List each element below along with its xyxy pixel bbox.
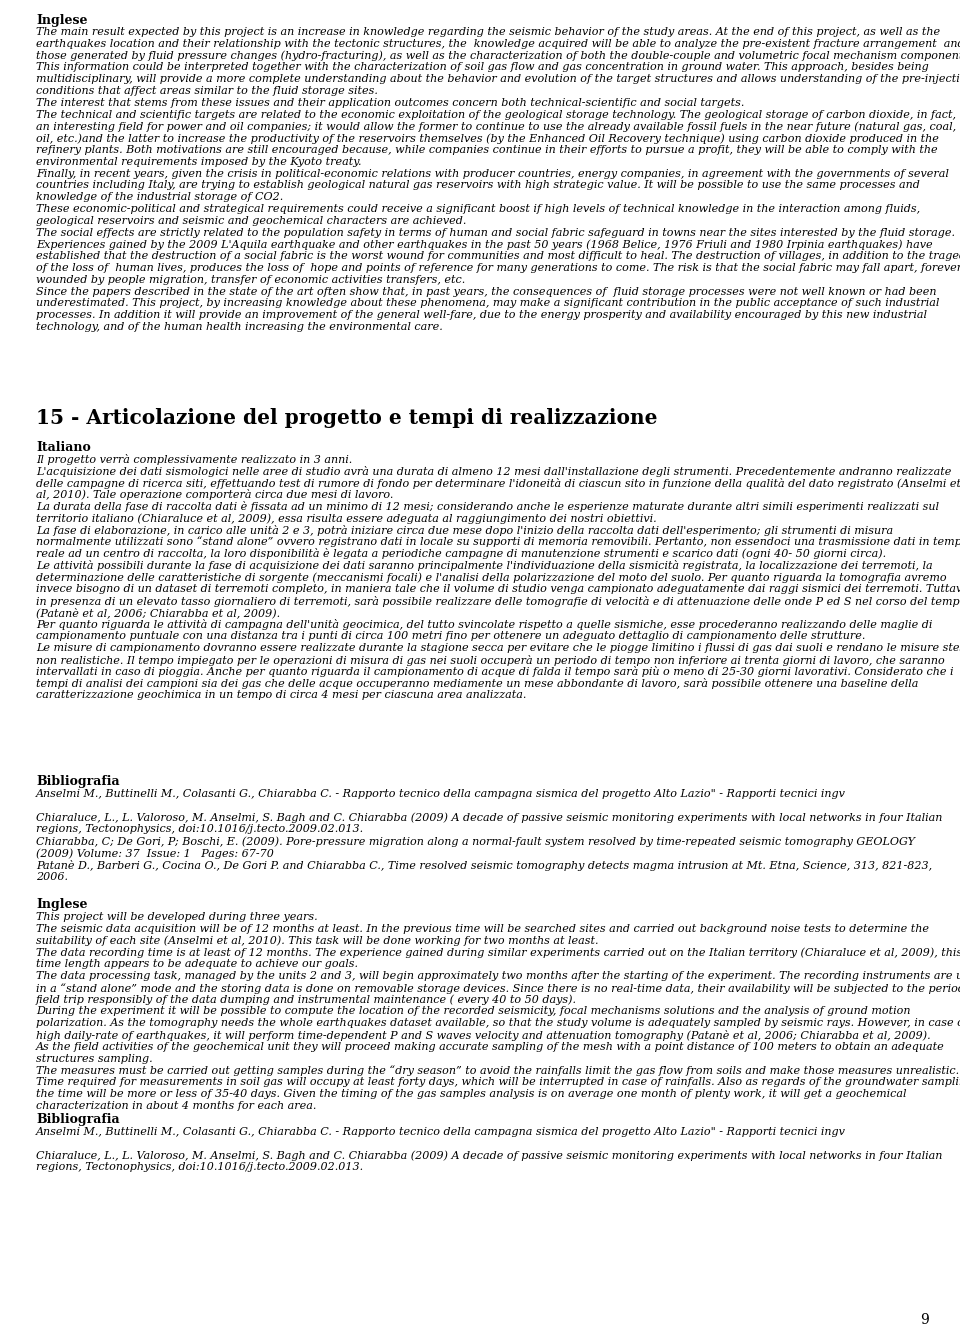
- Text: intervallati in caso di pioggia. Anche per quanto riguarda il campionamento di a: intervallati in caso di pioggia. Anche p…: [36, 666, 953, 677]
- Text: L'acquisizione dei dati sismologici nelle aree di studio avrà una durata di alme: L'acquisizione dei dati sismologici nell…: [36, 466, 951, 476]
- Text: The measures must be carried out getting samples during the “dry season” to avoi: The measures must be carried out getting…: [36, 1066, 959, 1076]
- Text: The data recording time is at least of 12 months. The experience gained during s: The data recording time is at least of 1…: [36, 947, 960, 958]
- Text: Il progetto verrà complessivamente realizzato in 3 anni.: Il progetto verrà complessivamente reali…: [36, 454, 352, 464]
- Text: those generated by fluid pressure changes (hydro-fracturing), as well as the cha: those generated by fluid pressure change…: [36, 50, 960, 61]
- Text: invece bisogno di un dataset di terremoti completo, in maniera tale che il volum: invece bisogno di un dataset di terremot…: [36, 584, 960, 593]
- Text: Anselmi M., Buttinelli M., Colasanti G., Chiarabba C. - Rapporto tecnico della c: Anselmi M., Buttinelli M., Colasanti G.,…: [36, 1127, 846, 1137]
- Text: Experiences gained by the 2009 L'Aquila earthquake and other earthquakes in the : Experiences gained by the 2009 L'Aquila …: [36, 239, 932, 249]
- Text: Patanè D., Barberi G., Cocina O., De Gori P. and Chiarabba C., Time resolved sei: Patanè D., Barberi G., Cocina O., De Gor…: [36, 860, 932, 871]
- Text: Le misure di campionamento dovranno essere realizzate durante la stagione secca : Le misure di campionamento dovranno esse…: [36, 642, 960, 653]
- Text: The social effects are strictly related to the population safety in terms of hum: The social effects are strictly related …: [36, 228, 955, 238]
- Text: The main result expected by this project is an increase in knowledge regarding t: The main result expected by this project…: [36, 27, 940, 37]
- Text: of the loss of  human lives, produces the loss of  hope and points of reference : of the loss of human lives, produces the…: [36, 263, 960, 273]
- Text: Bibliografia: Bibliografia: [36, 775, 120, 788]
- Text: an interesting field for power and oil companies; it would allow the former to c: an interesting field for power and oil c…: [36, 121, 956, 131]
- Text: non realistiche. Il tempo impiegato per le operazioni di misura di gas nei suoli: non realistiche. Il tempo impiegato per …: [36, 654, 945, 666]
- Text: The interest that stems from these issues and their application outcomes concern: The interest that stems from these issue…: [36, 98, 744, 107]
- Text: Chiaraluce, L., L. Valoroso, M. Anselmi, S. Bagh and C. Chiarabba (2009) A decad: Chiaraluce, L., L. Valoroso, M. Anselmi,…: [36, 1151, 943, 1161]
- Text: The technical and scientific targets are related to the economic exploitation of: The technical and scientific targets are…: [36, 110, 960, 119]
- Text: reale ad un centro di raccolta, la loro disponibilità è legata a periodiche camp: reale ad un centro di raccolta, la loro …: [36, 548, 886, 560]
- Text: in presenza di un elevato tasso giornaliero di terremoti, sarà possibile realizz: in presenza di un elevato tasso giornali…: [36, 596, 960, 606]
- Text: in a “stand alone” mode and the storing data is done on removable storage device: in a “stand alone” mode and the storing …: [36, 983, 960, 994]
- Text: conditions that affect areas similar to the fluid storage sites.: conditions that affect areas similar to …: [36, 86, 378, 96]
- Text: Bibliografia: Bibliografia: [36, 1113, 120, 1127]
- Text: Le attività possibili durante la fase di acquisizione dei dati saranno principal: Le attività possibili durante la fase di…: [36, 560, 932, 571]
- Text: Anselmi M., Buttinelli M., Colasanti G., Chiarabba C. - Rapporto tecnico della c: Anselmi M., Buttinelli M., Colasanti G.,…: [36, 790, 846, 799]
- Text: the time will be more or less of 35-40 days. Given the timing of the gas samples: the time will be more or less of 35-40 d…: [36, 1089, 906, 1099]
- Text: tempi di analisi dei campioni sia dei gas che delle acque occuperanno mediamente: tempi di analisi dei campioni sia dei ga…: [36, 678, 919, 689]
- Text: (2009) Volume: 37  Issue: 1   Pages: 67-70: (2009) Volume: 37 Issue: 1 Pages: 67-70: [36, 848, 274, 859]
- Text: determinazione delle caratteristiche di sorgente (meccanismi focali) e l'analisi: determinazione delle caratteristiche di …: [36, 572, 947, 583]
- Text: This project will be developed during three years.: This project will be developed during th…: [36, 912, 318, 922]
- Text: territorio italiano (Chiaraluce et al, 2009), essa risulta essere adeguata al ra: territorio italiano (Chiaraluce et al, 2…: [36, 514, 657, 524]
- Text: La fase di elaborazione, in carico alle unità 2 e 3, potrà iniziare circa due me: La fase di elaborazione, in carico alle …: [36, 524, 893, 536]
- Text: Per quanto riguarda le attività di campagna dell'unità geocimica, del tutto svin: Per quanto riguarda le attività di campa…: [36, 620, 932, 630]
- Text: field trip responsibly of the data dumping and instrumental maintenance ( every : field trip responsibly of the data dumpi…: [36, 995, 577, 1005]
- Text: time length appears to be adequate to achieve our goals.: time length appears to be adequate to ac…: [36, 959, 358, 969]
- Text: Inglese: Inglese: [36, 898, 87, 912]
- Text: Inglese: Inglese: [36, 15, 87, 27]
- Text: Chiarabba, C; De Gori, P; Boschi, E. (2009). Pore-pressure migration along a nor: Chiarabba, C; De Gori, P; Boschi, E. (20…: [36, 836, 915, 847]
- Text: Time required for measurements in soil gas will occupy at least forty days, whic: Time required for measurements in soil g…: [36, 1078, 960, 1087]
- Text: These economic-political and strategical requirements could receive a significan: These economic-political and strategical…: [36, 204, 920, 214]
- Text: knowledge of the industrial storage of CO2.: knowledge of the industrial storage of C…: [36, 192, 283, 202]
- Text: 2006.: 2006.: [36, 872, 68, 881]
- Text: oil, etc.)and the latter to increase the productivity of the reservoirs themselv: oil, etc.)and the latter to increase the…: [36, 133, 939, 143]
- Text: suitability of each site (Anselmi et al, 2010). This task will be done working f: suitability of each site (Anselmi et al,…: [36, 936, 598, 946]
- Text: This information could be interpreted together with the characterization of soil: This information could be interpreted to…: [36, 62, 928, 73]
- Text: processes. In addition it will provide an improvement of the general well-fare, : processes. In addition it will provide a…: [36, 311, 927, 320]
- Text: campionamento puntuale con una distanza tra i punti di circa 100 metri fino per : campionamento puntuale con una distanza …: [36, 632, 865, 641]
- Text: Since the papers described in the state of the art often show that, in past year: Since the papers described in the state …: [36, 287, 937, 297]
- Text: underestimated. This project, by increasing knowledge about these phenomena, may: underestimated. This project, by increas…: [36, 299, 940, 308]
- Text: environmental requirements imposed by the Kyoto treaty.: environmental requirements imposed by th…: [36, 157, 362, 167]
- Text: Finally, in recent years, given the crisis in political-economic relations with : Finally, in recent years, given the cris…: [36, 169, 948, 179]
- Text: Italiano: Italiano: [36, 441, 91, 454]
- Text: geological reservoirs and seismic and geochemical characters are achieved.: geological reservoirs and seismic and ge…: [36, 216, 467, 226]
- Text: established that the destruction of a social fabric is the worst wound for commu: established that the destruction of a so…: [36, 251, 960, 261]
- Text: delle campagne di ricerca siti, effettuando test di rumore di fondo per determin: delle campagne di ricerca siti, effettua…: [36, 478, 960, 488]
- Text: high daily-rate of earthquakes, it will perform time-dependent P and S waves vel: high daily-rate of earthquakes, it will …: [36, 1030, 930, 1040]
- Text: normalmente utilizzati sono “stand alone” ovvero registrano dati in locale su su: normalmente utilizzati sono “stand alone…: [36, 536, 960, 547]
- Text: As the field activities of the geochemical unit they will proceed making accurat: As the field activities of the geochemic…: [36, 1042, 945, 1052]
- Text: regions, Tectonophysics, doi:10.1016/j.tecto.2009.02.013.: regions, Tectonophysics, doi:10.1016/j.t…: [36, 1162, 363, 1172]
- Text: The seismic data acquisition will be of 12 months at least. In the previous time: The seismic data acquisition will be of …: [36, 924, 929, 934]
- Text: countries including Italy, are trying to establish geological natural gas reserv: countries including Italy, are trying to…: [36, 180, 920, 190]
- Text: structures sampling.: structures sampling.: [36, 1054, 153, 1064]
- Text: La durata della fase di raccolta dati è fissata ad un minimo di 12 mesi; conside: La durata della fase di raccolta dati è …: [36, 502, 939, 512]
- Text: wounded by people migration, transfer of economic activities transfers, etc.: wounded by people migration, transfer of…: [36, 275, 466, 285]
- Text: characterization in about 4 months for each area.: characterization in about 4 months for e…: [36, 1101, 317, 1111]
- Text: al, 2010). Tale operazione comporterà circa due mesi di lavoro.: al, 2010). Tale operazione comporterà ci…: [36, 490, 394, 500]
- Text: 15 - Articolazione del progetto e tempi di realizzazione: 15 - Articolazione del progetto e tempi …: [36, 407, 658, 429]
- Text: The data processing task, managed by the units 2 and 3, will begin approximately: The data processing task, managed by the…: [36, 971, 960, 981]
- Text: caratterizzazione geochimica in un tempo di circa 4 mesi per ciascuna area anali: caratterizzazione geochimica in un tempo…: [36, 690, 526, 701]
- Text: multidisciplinary, will provide a more complete understanding about the behavior: multidisciplinary, will provide a more c…: [36, 74, 960, 84]
- Text: refinery plants. Both motivations are still encouraged because, while companies : refinery plants. Both motivations are st…: [36, 145, 938, 155]
- Text: 9: 9: [920, 1312, 928, 1327]
- Text: technology, and of the human health increasing the environmental care.: technology, and of the human health incr…: [36, 322, 443, 332]
- Text: During the experiment it will be possible to compute the location of the recorde: During the experiment it will be possibl…: [36, 1006, 910, 1016]
- Text: Chiaraluce, L., L. Valoroso, M. Anselmi, S. Bagh and C. Chiarabba (2009) A decad: Chiaraluce, L., L. Valoroso, M. Anselmi,…: [36, 812, 943, 823]
- Text: regions, Tectonophysics, doi:10.1016/j.tecto.2009.02.013.: regions, Tectonophysics, doi:10.1016/j.t…: [36, 824, 363, 835]
- Text: earthquakes location and their relationship with the tectonic structures, the  k: earthquakes location and their relations…: [36, 38, 960, 49]
- Text: polarization. As the tomography needs the whole earthquakes dataset available, s: polarization. As the tomography needs th…: [36, 1018, 960, 1028]
- Text: (Patanè et al, 2006; Chiarabba et al, 2009).: (Patanè et al, 2006; Chiarabba et al, 20…: [36, 608, 280, 618]
